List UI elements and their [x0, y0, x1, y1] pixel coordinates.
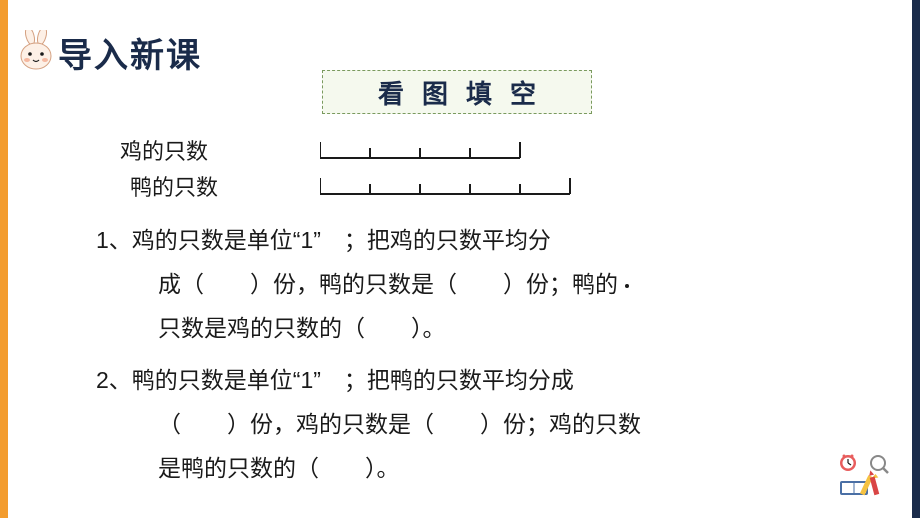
diagram-label-duck: 鸭的只数 [120, 170, 240, 202]
page-title: 导入新课 [58, 28, 202, 77]
bunny-icon [16, 30, 56, 70]
questions-block: 1、鸡的只数是单位“1” ；把鸡的只数平均分 成（ ）份，鸭的只数是（ ）份；鸭… [96, 218, 846, 498]
slide-border-left [0, 0, 8, 518]
subtitle-text: 看图填空 [360, 74, 554, 111]
cursor-icon [620, 262, 634, 306]
corner-decoration-icon [834, 453, 894, 498]
question-1: 1、鸡的只数是单位“1” ；把鸡的只数平均分 成（ ）份，鸭的只数是（ ）份；鸭… [96, 218, 846, 350]
q1-line1: 1、鸡的只数是单位“1” ；把鸡的只数平均分 [96, 218, 846, 262]
slide-border-right [912, 0, 920, 518]
diagram-row-chicken: 鸡的只数 [120, 134, 720, 166]
diagram-area: 鸡的只数 鸭的只数 [120, 134, 720, 206]
q2-line2: （ ）份，鸡的只数是（ ）份；鸡的只数 [96, 402, 846, 446]
q2-line3: 是鸭的只数的（ ）。 [96, 446, 846, 490]
bracket-chicken [320, 138, 530, 162]
question-2: 2、鸭的只数是单位“1” ；把鸭的只数平均分成 （ ）份，鸡的只数是（ ）份；鸡… [96, 358, 846, 490]
q1-line2: 成（ ）份，鸭的只数是（ ）份；鸭的 [96, 262, 846, 306]
diagram-label-chicken: 鸡的只数 [120, 134, 240, 166]
q1-line3: 只数是鸡的只数的（ ）。 [96, 306, 846, 350]
subtitle-box: 看图填空 [322, 70, 592, 114]
bracket-duck [320, 174, 580, 198]
q2-line1: 2、鸭的只数是单位“1” ；把鸭的只数平均分成 [96, 358, 846, 402]
diagram-row-duck: 鸭的只数 [120, 170, 720, 202]
